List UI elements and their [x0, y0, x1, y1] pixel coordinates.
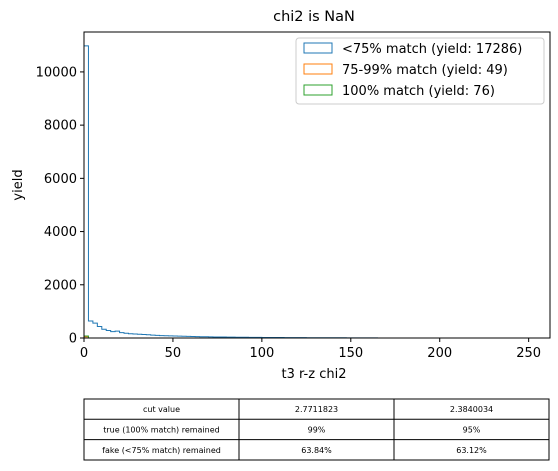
y-axis-ticks: 0 2000 4000 6000 8000 10000 [36, 65, 84, 347]
table-cell: fake (<75% match) remained [102, 446, 221, 455]
cut-summary-table: cut value 2.7711823 2.3840034 true (100%… [83, 398, 550, 461]
legend: <75% match (yield: 17286) 75-99% match (… [295, 37, 545, 105]
legend-swatch-100 [303, 84, 333, 96]
x-tick-label: 100 [249, 346, 274, 361]
y-tick-label: 2000 [44, 278, 77, 293]
table-cell: 2.7711823 [295, 405, 338, 414]
legend-label-75-99: 75-99% match (yield: 49) [342, 63, 508, 78]
x-axis-ticks: 0 50 100 150 200 250 [80, 338, 541, 361]
table-cell: 2.3840034 [450, 405, 493, 414]
y-tick-label: 4000 [44, 225, 77, 240]
x-tick-label: 150 [338, 346, 363, 361]
x-tick-label: 0 [80, 346, 88, 361]
table-cell: true (100% match) remained [103, 426, 219, 435]
legend-frame [295, 37, 545, 105]
table-cell: 99% [308, 426, 326, 435]
x-tick-label: 200 [427, 346, 452, 361]
legend-swatch-lt75 [303, 42, 333, 54]
table-cell: 63.84% [301, 446, 332, 455]
y-axis-label: yield [11, 169, 26, 200]
legend-label-100: 100% match (yield: 76) [342, 84, 495, 99]
table-cell: 95% [463, 426, 481, 435]
legend-swatch-75-99 [303, 63, 333, 75]
table-cell: cut value [143, 405, 180, 414]
plot-frame [83, 31, 551, 339]
y-tick-label: 0 [69, 332, 77, 347]
chart-title: chi2 is NaN [273, 9, 355, 25]
y-tick-label: 6000 [44, 172, 77, 187]
y-tick-label: 8000 [44, 119, 77, 134]
legend-label-lt75: <75% match (yield: 17286) [342, 42, 522, 57]
table-cell: 63.12% [456, 446, 487, 455]
x-axis-label: t3 r-z chi2 [282, 367, 347, 382]
x-tick-label: 250 [516, 346, 541, 361]
x-tick-label: 50 [165, 346, 182, 361]
table-frame [83, 398, 550, 461]
y-tick-label: 10000 [36, 65, 77, 80]
